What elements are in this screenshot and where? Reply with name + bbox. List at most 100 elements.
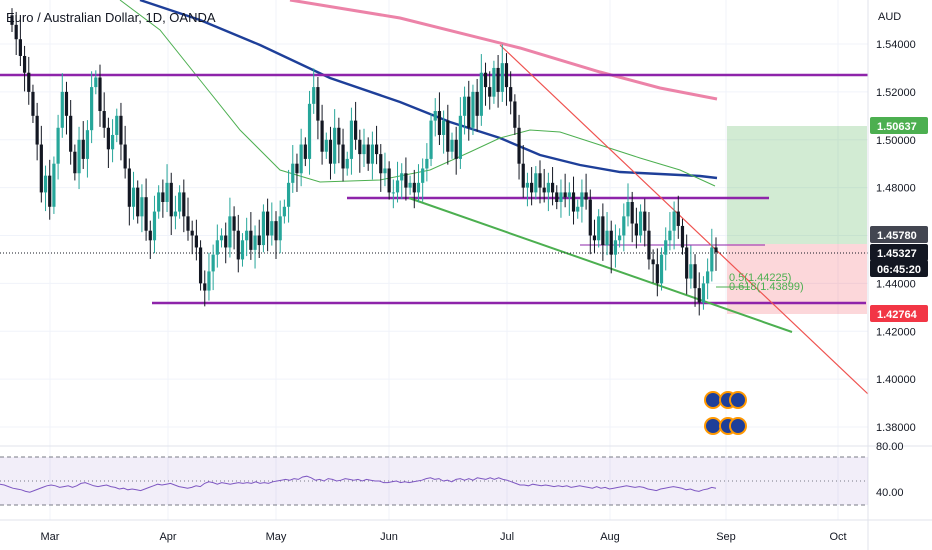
candle-body xyxy=(358,139,362,155)
candle-body xyxy=(442,120,446,135)
candle-body xyxy=(169,182,173,217)
chart-title: Euro / Australian Dollar, 1D, OANDA xyxy=(6,10,216,25)
candle-body xyxy=(190,230,194,236)
candle-body xyxy=(291,163,295,183)
candle-body xyxy=(178,192,182,212)
rsi-line xyxy=(0,475,717,493)
fib-label-0618: 0.618(1.43899) xyxy=(729,281,804,293)
candle-body xyxy=(157,192,161,212)
candle-body xyxy=(425,158,429,169)
candle-body xyxy=(182,192,186,217)
candle-body xyxy=(647,230,651,260)
candle-body xyxy=(324,139,328,152)
candle-body xyxy=(257,235,261,246)
candle-body xyxy=(567,192,571,198)
candle-body xyxy=(219,235,224,241)
candle-body xyxy=(307,103,312,159)
candle-body xyxy=(39,144,43,193)
candle-body xyxy=(672,211,676,231)
candle-body xyxy=(576,206,580,212)
candle-body xyxy=(680,225,685,248)
x-tick-label: Jul xyxy=(500,531,514,543)
candle-body xyxy=(27,72,31,92)
x-tick-label: Jun xyxy=(380,531,398,543)
candle-body xyxy=(102,111,106,128)
candle-body xyxy=(123,144,127,169)
candle-body xyxy=(387,168,391,193)
candle-body xyxy=(664,240,668,255)
candle-body xyxy=(131,187,136,207)
y-tick-label: 1.38000 xyxy=(876,422,916,434)
candle-body xyxy=(479,72,483,116)
candle-body xyxy=(370,144,374,164)
candle-body xyxy=(144,197,148,231)
candle-body xyxy=(328,139,333,164)
candle-body xyxy=(563,192,567,198)
candle-body xyxy=(383,168,387,174)
candle-body xyxy=(613,240,618,255)
candle-body xyxy=(299,144,303,174)
candle-body xyxy=(659,254,664,284)
flag-icon xyxy=(706,419,720,433)
candle-body xyxy=(400,173,404,181)
candle-body xyxy=(404,173,408,188)
candle-body xyxy=(69,115,73,152)
rsi-tick-40: 40.00 xyxy=(876,487,904,499)
candle-body xyxy=(366,144,370,164)
price-tag-label: 06:45:20 xyxy=(877,264,921,276)
price-tag xyxy=(870,305,928,322)
candle-body xyxy=(651,259,655,265)
flag-icon xyxy=(706,393,720,407)
candle-body xyxy=(446,120,450,152)
candle-body xyxy=(638,211,643,236)
flag-icon xyxy=(731,419,745,433)
candle-body xyxy=(312,87,316,104)
candle-body xyxy=(542,187,546,193)
candle-body xyxy=(471,91,475,128)
candle-body xyxy=(525,182,530,188)
candle-body xyxy=(475,91,479,116)
candle-body xyxy=(211,254,215,272)
candle-body xyxy=(253,235,257,250)
candle-body xyxy=(534,173,538,193)
candle-body xyxy=(517,127,521,164)
candle-body xyxy=(500,63,504,92)
candle-body xyxy=(249,230,253,250)
fib-label-05: 0.5(1.44225) xyxy=(729,272,791,284)
candle-body xyxy=(198,247,203,284)
candle-body xyxy=(488,87,492,97)
candle-body xyxy=(274,221,278,241)
candle-body xyxy=(374,144,379,155)
candle-body xyxy=(341,144,345,169)
candle-body xyxy=(52,163,56,207)
candle-body xyxy=(496,67,500,92)
candle-body xyxy=(592,235,597,241)
price-tag-label: 1.50637 xyxy=(877,121,917,133)
candle-body xyxy=(550,182,555,193)
candle-body xyxy=(266,211,270,236)
candle-body xyxy=(504,63,509,88)
candle-body xyxy=(622,216,626,236)
currency-label: AUD xyxy=(878,11,901,23)
candle-body xyxy=(483,72,488,88)
candle-body xyxy=(395,180,400,193)
candle-body xyxy=(136,187,140,217)
candle-body xyxy=(10,15,14,25)
candle-body xyxy=(605,230,609,246)
candle-body xyxy=(676,211,680,226)
ma-pink-line xyxy=(289,0,718,101)
candle-body xyxy=(634,223,638,236)
candle-body xyxy=(538,173,542,188)
candle-body xyxy=(236,230,240,260)
rsi-band xyxy=(0,457,868,505)
candle-body xyxy=(286,182,291,207)
candle-body xyxy=(320,120,324,152)
x-tick-label: Oct xyxy=(829,531,846,543)
candle-body xyxy=(693,264,697,289)
candle-body xyxy=(316,87,320,121)
candle-body xyxy=(701,283,706,303)
rsi-tick-80: 80.00 xyxy=(876,441,904,453)
target-zone xyxy=(727,126,867,244)
y-tick-label: 1.48000 xyxy=(876,183,916,195)
